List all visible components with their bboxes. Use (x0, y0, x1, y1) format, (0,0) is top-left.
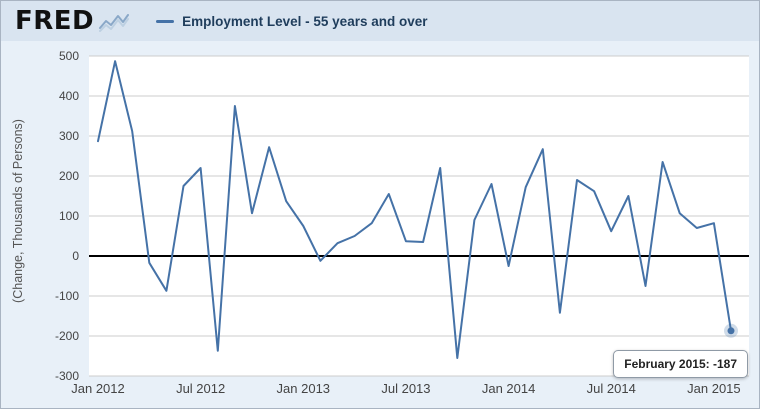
y-tick-label: 400 (59, 89, 79, 103)
y-tick-label: 0 (72, 249, 79, 263)
chart-area: 500 400 300 200 100 0 -100 -200 -300 Jan 2012 Jul … (1, 41, 760, 409)
x-tick-label: Jan 2014 (482, 381, 536, 396)
x-tick-label: Jul 2013 (381, 381, 430, 396)
fred-logo-sparkline-icon (99, 14, 130, 32)
fred-logo[interactable]: FRED (15, 8, 130, 34)
x-tick-label: Jan 2013 (277, 381, 331, 396)
y-tick-label: 300 (59, 129, 79, 143)
legend-label: Employment Level - 55 years and over (182, 13, 428, 29)
y-tick-label: 500 (59, 49, 79, 63)
x-tick-label: Jan 2015 (687, 381, 741, 396)
y-tick-label: -200 (55, 329, 79, 343)
series-line[interactable] (97, 60, 732, 359)
legend-line-swatch (156, 19, 175, 23)
legend-item[interactable]: Employment Level - 55 years and over (156, 14, 427, 29)
last-point-marker[interactable] (727, 327, 735, 335)
fred-logo-text: FRED (15, 6, 95, 36)
x-tick-label: Jul 2014 (587, 381, 636, 396)
tooltip-date-label: February 2015: (624, 357, 710, 371)
tooltip-value: -187 (712, 357, 737, 371)
y-tick-label: -100 (55, 289, 79, 303)
x-tick-label: Jan 2012 (71, 381, 125, 396)
y-tick-label: 100 (59, 209, 79, 223)
y-tick-label: 200 (59, 169, 79, 183)
y-tick-label: -300 (55, 369, 79, 383)
x-tick-label: Jul 2012 (176, 381, 225, 396)
chart-header: FRED Employment Level - 55 years and ove… (1, 1, 759, 41)
chart-tooltip: February 2015: -187 (613, 350, 748, 378)
y-axis-title: (Change, Thousands of Persons) (11, 119, 25, 303)
